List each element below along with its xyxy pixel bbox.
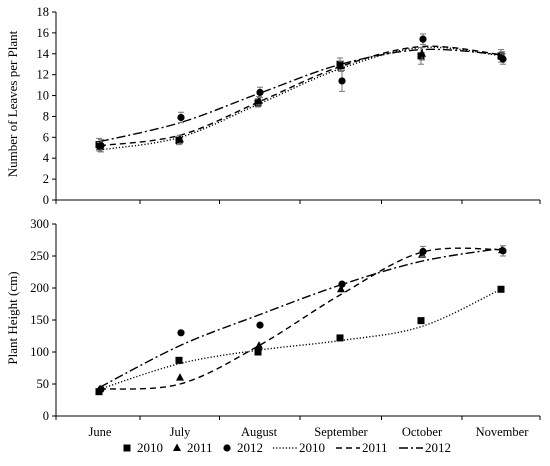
bottom-point-2012-august bbox=[256, 321, 264, 329]
top-point-2011-august bbox=[255, 96, 263, 104]
bottom-trendline-2011 bbox=[99, 247, 503, 390]
bottom-point-2011-august bbox=[255, 341, 263, 349]
bottom-point-2012-october bbox=[419, 247, 427, 256]
x-tick-label-june: June bbox=[89, 425, 112, 439]
bottom-y-tick-label: 200 bbox=[30, 281, 49, 295]
top-point-2012-august bbox=[256, 88, 264, 97]
bottom-chart-ylabel: Plant Height (cm) bbox=[5, 271, 20, 364]
legend-item-marker-2012: 2012 bbox=[223, 440, 263, 455]
bottom-trendline-2012 bbox=[99, 247, 503, 388]
top-y-tick-label: 14 bbox=[37, 47, 50, 61]
legend-swatch-square bbox=[123, 444, 131, 452]
top-y-tick-label: 18 bbox=[37, 5, 50, 19]
top-y-tick-label: 16 bbox=[37, 26, 50, 40]
legend-item-marker-2011: 2011 bbox=[173, 440, 213, 455]
bottom-y-tick-label: 250 bbox=[30, 249, 49, 263]
top-point-2011-september bbox=[337, 61, 345, 70]
legend-label: 2012 bbox=[425, 440, 451, 455]
top-point-2012-november bbox=[499, 55, 507, 63]
bottom-point-2012-july bbox=[177, 329, 185, 337]
top-chart: 0 2 4 6 8 10 12 14 16 18 bbox=[37, 5, 541, 207]
bottom-point-2010-july bbox=[175, 356, 183, 364]
bottom-y-tick-label: 0 bbox=[43, 409, 49, 423]
bottom-y-tick-label: 100 bbox=[30, 345, 49, 359]
x-tick-label-november: November bbox=[476, 425, 530, 439]
top-trendline-2010 bbox=[99, 46, 503, 151]
bottom-y-tick-label: 150 bbox=[30, 313, 49, 327]
top-y-tick-label: 0 bbox=[43, 193, 49, 207]
bottom-y-tick-label: 300 bbox=[30, 217, 49, 231]
x-tick-label-july: July bbox=[170, 425, 192, 439]
legend-label: 2011 bbox=[362, 440, 388, 455]
bottom-point-2011-september bbox=[337, 284, 345, 293]
top-trendline-2011 bbox=[99, 45, 503, 147]
top-y-tick-label: 10 bbox=[37, 89, 50, 103]
bottom-point-2010-september bbox=[336, 334, 344, 342]
legend-label: 2011 bbox=[187, 440, 213, 455]
top-y-tick-label: 8 bbox=[43, 109, 49, 123]
bottom-point-2012-november bbox=[499, 247, 507, 255]
bottom-point-2010-august bbox=[254, 348, 262, 356]
top-y-tick-label: 12 bbox=[37, 68, 50, 82]
legend-item-line-2010: 2010 bbox=[273, 440, 325, 455]
legend-item-line-2012: 2012 bbox=[399, 440, 451, 455]
top-point-2012-july bbox=[177, 113, 185, 122]
x-tick-label-august: August bbox=[241, 425, 278, 439]
x-tick-label-october: October bbox=[402, 425, 443, 439]
bottom-y-tick-label: 50 bbox=[37, 377, 50, 391]
legend-label: 2012 bbox=[237, 440, 263, 455]
bottom-point-2012-september bbox=[338, 280, 346, 288]
top-y-tick-label: 6 bbox=[43, 130, 49, 144]
legend-item-marker-2010: 2010 bbox=[123, 440, 163, 455]
bottom-point-2011-july bbox=[176, 373, 184, 381]
top-trendline-2012 bbox=[99, 48, 503, 143]
top-point-2011-july bbox=[176, 134, 184, 143]
top-point-2012-october bbox=[419, 35, 427, 43]
legend: 2010 2011 2012 2010 2011 2012 bbox=[123, 440, 451, 455]
bottom-trendline-2010 bbox=[99, 288, 503, 390]
bottom-point-2010-october bbox=[417, 317, 425, 325]
top-y-tick-label: 2 bbox=[43, 172, 49, 186]
legend-swatch-circle bbox=[223, 444, 231, 452]
x-tick-label-september: September bbox=[314, 425, 368, 439]
top-point-2012-june bbox=[97, 142, 105, 150]
top-point-2012-september bbox=[338, 77, 346, 85]
top-y-tick-label: 4 bbox=[43, 151, 50, 165]
legend-swatch-triangle bbox=[173, 443, 181, 451]
bottom-point-2012-june bbox=[97, 385, 105, 393]
top-point-2011-october bbox=[418, 49, 426, 57]
bottom-point-2010-november bbox=[497, 285, 505, 293]
legend-label: 2010 bbox=[299, 440, 325, 455]
top-chart-ylabel: Number of Leaves per Plant bbox=[5, 30, 20, 177]
legend-item-line-2011: 2011 bbox=[336, 440, 388, 455]
legend-label: 2010 bbox=[137, 440, 163, 455]
bottom-chart: 0 50 100 150 200 250 300 June July August Septembe… bbox=[30, 217, 541, 439]
